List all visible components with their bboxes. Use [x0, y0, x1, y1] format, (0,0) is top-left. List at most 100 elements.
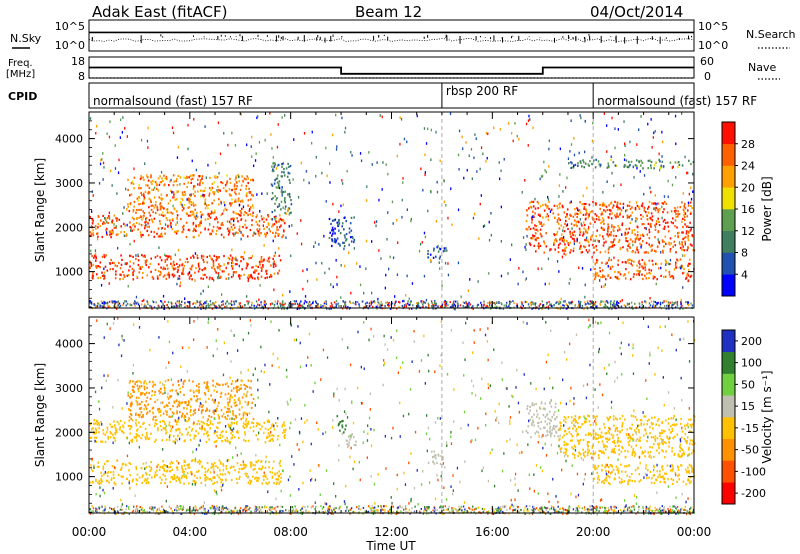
echo-cell	[525, 248, 527, 251]
echo-cell	[530, 304, 532, 307]
echo-cell	[194, 279, 196, 282]
echo-cell	[688, 159, 690, 162]
echo-cell	[284, 205, 287, 208]
echo-cell	[670, 210, 673, 213]
echo-cell	[241, 199, 244, 202]
echo-cell	[334, 227, 336, 230]
echo-cell	[617, 215, 619, 218]
echo-cell	[528, 305, 531, 308]
echo-cell	[198, 383, 200, 386]
echo-cell	[154, 440, 156, 443]
echo-cell	[542, 216, 544, 219]
echo-cell	[498, 301, 500, 304]
echo-cell	[518, 137, 520, 141]
echo-cell	[111, 261, 114, 264]
echo-cell	[171, 190, 173, 194]
echo-cell	[631, 218, 633, 221]
echo-cell	[288, 165, 290, 168]
echo-cell	[688, 192, 690, 196]
echo-cell	[114, 302, 117, 305]
echo-cell	[251, 224, 253, 227]
echo-cell	[569, 150, 571, 153]
echo-cell	[591, 235, 593, 238]
echo-cell	[591, 156, 593, 159]
echo-cell	[405, 305, 407, 308]
echo-cell	[271, 425, 273, 428]
echo-cell	[337, 302, 339, 305]
echo-cell	[618, 228, 621, 231]
echo-cell	[267, 223, 270, 226]
echo-cell	[251, 421, 253, 424]
echo-cell	[89, 481, 91, 484]
echo-cell	[238, 180, 241, 183]
echo-cell	[156, 232, 158, 235]
echo-cell	[617, 271, 619, 274]
echo-cell	[350, 240, 353, 243]
echo-cell	[296, 302, 299, 305]
echo-cell	[140, 138, 143, 142]
echo-cell	[233, 399, 236, 402]
echo-cell	[287, 208, 289, 212]
echo-cell	[571, 227, 573, 230]
echo-cell	[529, 227, 532, 231]
echo-cell	[114, 424, 116, 427]
echo-cell	[95, 436, 98, 439]
echo-cell	[132, 210, 135, 213]
echo-cell	[479, 202, 481, 206]
echo-cell	[586, 186, 588, 190]
echo-cell	[266, 276, 268, 279]
echo-cell	[307, 303, 310, 306]
echo-cell	[109, 268, 112, 271]
echo-cell	[168, 401, 170, 404]
echo-cell	[634, 302, 636, 305]
echo-cell	[171, 264, 173, 268]
echo-cell	[650, 300, 653, 303]
echo-cell	[605, 240, 607, 244]
echo-cell	[554, 248, 556, 251]
echo-cell	[123, 275, 126, 278]
echo-cell	[272, 156, 274, 159]
echo-cell	[505, 305, 507, 308]
echo-cell	[325, 300, 327, 303]
echo-cell	[578, 241, 581, 244]
echo-cell	[207, 304, 210, 306]
echo-cell	[199, 183, 201, 186]
echo-cell	[546, 205, 549, 208]
echo-cell	[249, 426, 252, 429]
echo-cell	[137, 253, 139, 256]
echo-cell	[509, 258, 511, 261]
echo-cell	[217, 276, 219, 280]
echo-cell	[683, 210, 685, 213]
echo-cell	[331, 226, 334, 229]
echo-cell	[282, 431, 284, 434]
echo-cell	[482, 152, 484, 156]
echo-cell	[650, 225, 652, 228]
echo-cell	[215, 465, 217, 468]
echo-cell	[351, 433, 353, 436]
echo-cell	[105, 254, 107, 257]
echo-cell	[244, 400, 247, 404]
echo-cell	[595, 203, 597, 206]
echo-cell	[603, 306, 605, 308]
echo-cell	[644, 263, 647, 266]
echo-cell	[312, 302, 314, 305]
echo-cell	[242, 225, 244, 229]
echo-cell	[588, 226, 590, 229]
echo-cell	[218, 417, 220, 420]
echo-cell	[129, 432, 132, 435]
echo-cell	[201, 269, 204, 272]
echo-cell	[584, 238, 586, 242]
echo-cell	[684, 212, 687, 215]
echo-cell	[233, 271, 235, 274]
echo-cell	[237, 197, 240, 200]
echo-cell	[379, 303, 381, 306]
echo-cell	[500, 240, 502, 243]
echo-cell	[139, 413, 141, 416]
echo-cell	[435, 302, 438, 305]
echo-cell	[590, 236, 592, 239]
echo-cell	[282, 293, 284, 297]
echo-cell	[186, 404, 189, 407]
echo-cell	[97, 235, 99, 238]
echo-cell	[292, 303, 295, 306]
echo-cell	[133, 218, 135, 221]
